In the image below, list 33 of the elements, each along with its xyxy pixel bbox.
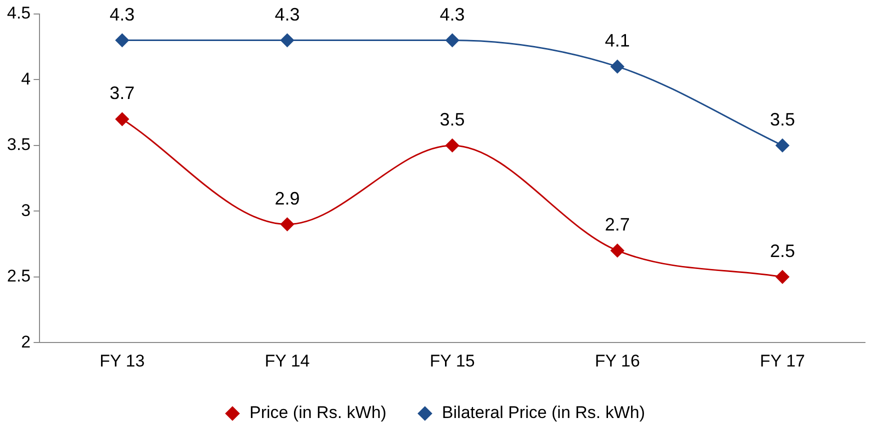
- x-tick-label: FY 16: [594, 351, 640, 370]
- y-tick-label: 4.5: [6, 4, 31, 23]
- data-label: 4.3: [110, 4, 135, 24]
- data-label: 3.5: [770, 109, 795, 130]
- point: [446, 34, 460, 48]
- legend-label: Bilateral Price (in Rs. kWh): [442, 403, 646, 422]
- data-label: 2.7: [604, 214, 630, 235]
- data-label: 2.5: [770, 240, 795, 261]
- point: [115, 112, 129, 126]
- y-tick-label: 4: [21, 69, 31, 88]
- data-label: 4.3: [440, 4, 465, 24]
- x-tick-label: FY 14: [264, 351, 310, 370]
- point: [776, 138, 790, 152]
- legend-label: Price (in Rs. kWh): [249, 403, 386, 422]
- data-label: 3.7: [110, 83, 135, 104]
- point: [776, 270, 790, 284]
- x-tick-label: FY 17: [760, 351, 805, 370]
- data-label: 3.5: [440, 109, 465, 130]
- data-label: 4.3: [274, 4, 300, 24]
- point: [280, 34, 294, 48]
- point: [610, 244, 624, 258]
- data-label: 4.1: [604, 30, 630, 51]
- point: [446, 138, 460, 152]
- y-tick-label: 3.5: [6, 135, 31, 154]
- x-tick-label: FY 13: [100, 351, 145, 370]
- point: [280, 218, 294, 232]
- y-tick-label: 2.5: [6, 266, 31, 286]
- point: [115, 34, 129, 48]
- y-tick-label: 3: [21, 200, 31, 220]
- point: [610, 60, 624, 74]
- x-tick-label: FY 15: [430, 351, 475, 370]
- data-label: 2.9: [274, 188, 300, 208]
- y-tick-label: 2: [21, 332, 31, 352]
